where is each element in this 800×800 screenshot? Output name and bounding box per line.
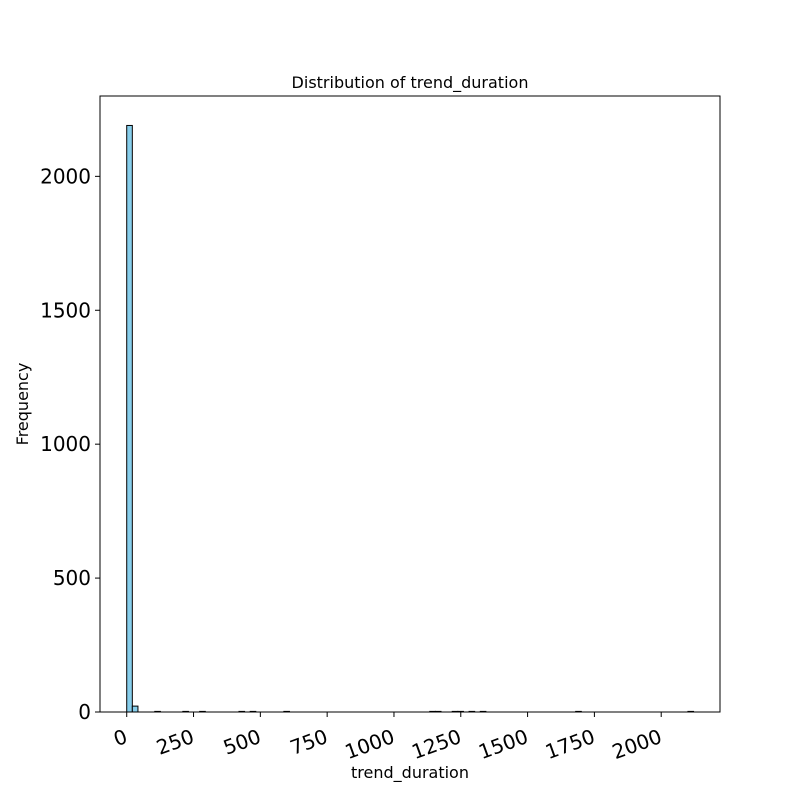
x-axis-label: trend_duration: [351, 763, 469, 783]
y-axis: 0 500 1000 1500 2000: [40, 164, 100, 724]
histogram-bar: [131, 705, 139, 713]
y-tick-label: 0: [78, 700, 91, 724]
chart-title: Distribution of trend_duration: [292, 73, 529, 93]
y-tick-label: 500: [53, 566, 91, 590]
y-tick-label: 1500: [40, 298, 91, 322]
histogram-bar: [126, 124, 133, 713]
y-axis-label: Frequency: [13, 363, 32, 446]
y-tick-label: 1000: [40, 432, 91, 456]
y-tick-label: 2000: [40, 164, 91, 188]
plot-frame: [99, 95, 721, 713]
